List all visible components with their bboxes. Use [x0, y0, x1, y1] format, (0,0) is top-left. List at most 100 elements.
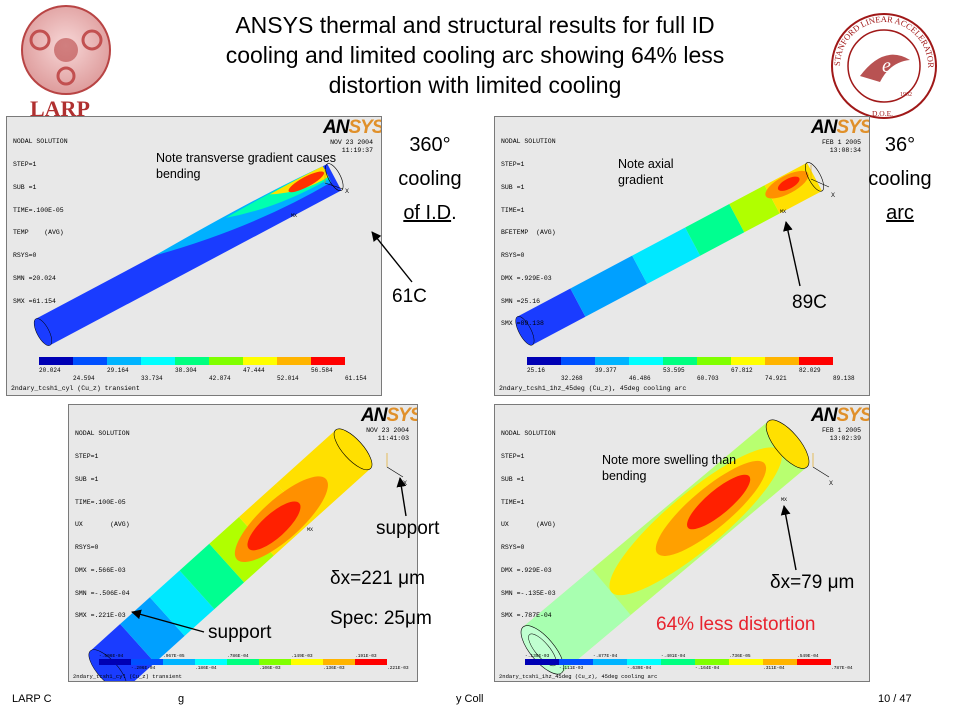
tr-band-green [685, 204, 745, 256]
arrow-support-left [131, 609, 205, 633]
br-cylinder-bore [528, 633, 557, 667]
bl-ansys-logo: ANSYS [361, 405, 418, 426]
bl-info-line: SUB =1 [75, 475, 99, 483]
panel-top-right: MX X NODAL SOLUTION STEP=1 SUB =1 TIME=1… [494, 116, 870, 396]
tr-cylinder-end [515, 316, 535, 346]
br-triad: X [812, 453, 833, 487]
label-spec: Spec: 25μm [330, 608, 432, 629]
br-info-line: SUB =1 [501, 475, 525, 483]
bl-info-line: DMX =.566E-03 [75, 566, 126, 574]
br-mx-label: MX [781, 497, 787, 503]
bl-info-line: SMN =-.506E-04 [75, 589, 130, 597]
tl-mx-label: MX [291, 213, 297, 219]
bl-mx-label: MX [307, 527, 313, 533]
br-info-line: SMX =.787E-04 [501, 612, 552, 620]
tr-info-line: SUB =1 [501, 183, 525, 191]
tr-legend-bar [527, 357, 833, 365]
larp-logo-loop-bottom [56, 66, 76, 86]
label-dx-79: δx=79 μm [770, 572, 855, 593]
arrow-support-right [396, 477, 407, 517]
panel-bottom-left: MX X NODAL SOLUTION STEP=1 SUB =1 TIME=.… [68, 404, 418, 682]
bl-caption: 2ndary_tcsh1_cyl (Cu_z) transient [73, 673, 182, 680]
tr-info: NODAL SOLUTION STEP=1 SUB =1 TIME=1 BFET… [501, 123, 556, 343]
br-info-line: UX (AVG) [501, 521, 556, 529]
larp-logo: LARP [21, 5, 111, 118]
br-plot: MX X [520, 419, 833, 675]
tl-info-line: SUB =1 [13, 183, 37, 191]
larp-logo-loop-left [29, 29, 51, 51]
br-info-line: DMX =.929E-03 [501, 566, 552, 574]
bl-info-line: RSYS=0 [75, 544, 99, 552]
tl-info-line: SMX =61.154 [13, 297, 56, 305]
br-info: NODAL SOLUTION STEP=1 SUB =1 TIME=1 UX (… [501, 415, 556, 635]
label-support-left: support [208, 622, 272, 643]
tr-timestamp: FEB 1 2005 13:08:34 [821, 139, 861, 154]
tl-cylinder-cap [325, 163, 344, 191]
footer-mid-left: g [178, 693, 185, 705]
bl-timestamp: NOV 23 2004 11:41:03 [366, 427, 409, 442]
tl-info-line: NODAL SOLUTION [13, 138, 68, 146]
bl-info: NODAL SOLUTION STEP=1 SUB =1 TIME=.100E-… [75, 415, 130, 635]
tl-cylinder-end [33, 318, 53, 346]
br-legend-bar [525, 659, 831, 665]
tr-mx-label: MX [780, 209, 786, 215]
panel-bottom-right: MX X NODAL SOLUTION STEP=1 SUB =1 TIME=1… [494, 404, 870, 682]
label-61c: 61C [392, 286, 427, 307]
note-axial-gradient: Note axial gradient [618, 157, 674, 187]
larp-logo-core [54, 38, 78, 62]
bl-info-line: SMX =.221E-03 [75, 612, 126, 620]
larp-logo-text: LARP [30, 96, 90, 118]
br-timestamp: FEB 1 2005 13:02:39 [821, 427, 861, 442]
title-line-2: cooling and limited cooling arc showing … [225, 42, 725, 68]
bl-info-line: UX (AVG) [75, 521, 130, 529]
label-360-cooling: 360° cooling of I.D. [382, 128, 478, 230]
slide-title: ANSYS thermal and structural results for… [150, 10, 800, 100]
tl-info: NODAL SOLUTION STEP=1 SUB =1 TIME=.100E-… [13, 123, 68, 320]
bl-red-zone [247, 501, 301, 551]
title-line-3: distortion with limited cooling [328, 72, 622, 98]
tr-info-line: NODAL SOLUTION [501, 138, 556, 146]
br-info-line: SMN =-.135E-03 [501, 589, 556, 597]
tr-hotspot [777, 176, 800, 191]
label-dx-221: δx=221 μm [330, 568, 425, 589]
bl-band-cyan [149, 570, 215, 636]
label-360-line1: 360° [409, 134, 451, 156]
note-more-swelling: Note more swelling than bending [602, 453, 737, 483]
tl-plot: MX X [33, 163, 349, 365]
bl-info-line: STEP=1 [75, 452, 99, 460]
bl-legend-bar [99, 659, 387, 665]
bl-info-line: NODAL SOLUTION [75, 430, 130, 438]
label-36-line2: cooling [868, 168, 932, 190]
label-360-line3: of I.D. [403, 202, 457, 224]
tl-legend-bar [39, 357, 345, 365]
tr-info-line: BFETEMP (AVG) [501, 229, 556, 237]
tr-band-cyan [632, 227, 701, 284]
br-info-line: STEP=1 [501, 452, 525, 460]
tl-hotspot [288, 171, 325, 193]
tr-caption: 2ndary_tcsh1_1hz_45deg (Cu_z), 45deg coo… [499, 385, 687, 392]
br-info-line: RSYS=0 [501, 544, 525, 552]
bl-band-green [179, 543, 245, 610]
tr-info-line: TIME=1 [501, 206, 525, 214]
tr-info-line: RSYS=0 [501, 252, 525, 260]
tr-info-line: DMX =.929E-03 [501, 274, 552, 282]
tl-info-line: TEMP (AVG) [13, 229, 64, 237]
larp-logo-ring [21, 5, 111, 95]
seal-e-glyph: e [882, 55, 891, 77]
arrow-89c [783, 221, 801, 287]
br-red-zone [687, 474, 751, 530]
label-64-less-distortion: 64% less distortion [656, 614, 816, 635]
seal-doe: D.O.E. [872, 109, 893, 118]
bl-cylinder-cap [333, 428, 373, 471]
label-360-line2: cooling [398, 168, 462, 190]
label-36-line3: arc [886, 202, 914, 224]
bl-info-line: TIME=.100E-05 [75, 498, 126, 506]
tl-info-line: SMN =20.024 [13, 274, 56, 282]
tr-cylinder-cap [805, 162, 824, 192]
tl-info-line: RSYS=0 [13, 252, 37, 260]
tr-info-line: SMN =25.16 [501, 297, 541, 305]
bl-plot: MX X [88, 428, 407, 681]
tr-info-line: STEP=1 [501, 160, 525, 168]
tr-band-lightblue [570, 255, 648, 317]
